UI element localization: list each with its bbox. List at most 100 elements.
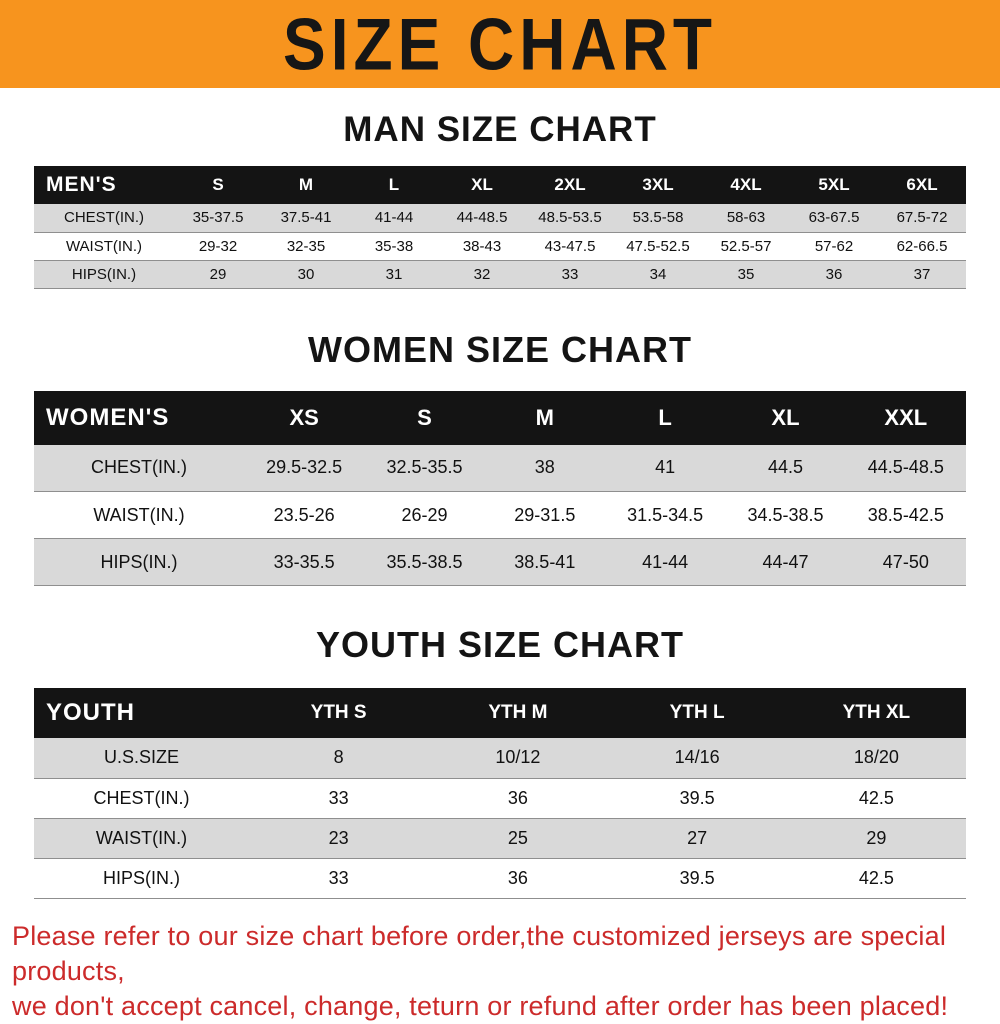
page-title: SIZE CHART	[283, 2, 717, 86]
women-section-heading: WOMEN SIZE CHART	[308, 328, 692, 370]
measurement-cell: 63-67.5	[808, 209, 860, 227]
measurement-cell: 35-37.5	[192, 209, 244, 227]
measurement-cell: 42.5	[858, 787, 894, 808]
measurement-cell: 31	[385, 265, 403, 283]
measurement-cell: 44.5	[767, 457, 803, 478]
measurement-cell: 33-35.5	[273, 551, 335, 572]
measurement-cell: 39.5	[679, 867, 715, 888]
measurement-cell: 36	[507, 867, 528, 888]
footer-line-2: we don't accept cancel, change, teturn o…	[12, 990, 949, 1021]
measurement-cell: 41-44	[642, 551, 689, 572]
size-column-header: S	[364, 390, 485, 445]
size-column-header: XL	[725, 390, 846, 445]
table-title-cell: YOUTH	[34, 688, 249, 738]
table-header-row: YOUTH YTH S YTH M YTH L YTH XL	[34, 688, 966, 738]
measurement-cell: 8	[333, 747, 344, 768]
measurement-cell: 38.5-41	[514, 551, 576, 572]
measurement-cell: 32	[473, 265, 491, 283]
footer-line-1: Please refer to our size chart before or…	[12, 920, 947, 986]
youth-size-table: YOUTH YTH S YTH M YTH L YTH XL U.S.SIZE 8 10/12…	[34, 688, 966, 899]
row-label-cell: U.S.SIZE	[103, 747, 179, 768]
measurement-cell: 52.5-57	[720, 237, 772, 255]
measurement-cell: 29.5-32.5	[266, 457, 343, 478]
measurement-cell: 43-47.5	[544, 237, 596, 255]
measurement-cell: 30	[297, 265, 315, 283]
measurement-cell: 35	[737, 265, 755, 283]
row-label-cell: WAIST(IN.)	[95, 827, 188, 848]
table-row: WAIST(IN.) 29-32 32-35 35-38 38-43 43-47.5 47.…	[34, 232, 966, 260]
row-label-cell: WAIST(IN.)	[65, 237, 143, 255]
measurement-cell: 38	[534, 457, 555, 478]
men-size-section: MAN SIZE CHART MEN'S S M L XL 2XL 3XL 4XL 5XL 6XL…	[0, 110, 1000, 289]
measurement-cell: 41	[655, 457, 676, 478]
youth-size-section: YOUTH SIZE CHART YOUTH YTH S YTH M YTH L YTH…	[0, 624, 1000, 899]
row-label-cell: HIPS(IN.)	[100, 551, 178, 572]
size-column-header: XXL	[845, 390, 966, 445]
measurement-cell: 58-63	[726, 209, 766, 227]
table-row: HIPS(IN.) 33 36 39.5 42.5	[34, 858, 966, 898]
size-column-header: L	[604, 390, 726, 445]
measurement-cell: 23.5-26	[273, 504, 335, 525]
row-label-cell: WAIST(IN.)	[93, 504, 185, 525]
table-row: HIPS(IN.) 33-35.5 35.5-38.5 38.5-41 41-44 44-…	[34, 538, 966, 586]
measurement-cell: 44.5-48.5	[867, 457, 944, 478]
title-banner: SIZE CHART	[0, 0, 1000, 88]
size-column-header: 5XL	[790, 166, 878, 204]
measurement-cell: 34.5-38.5	[747, 504, 824, 525]
size-column-header: XS	[244, 390, 365, 445]
size-column-header: 4XL	[702, 166, 790, 204]
measurement-cell: 29-31.5	[514, 504, 576, 525]
size-column-header: M	[484, 390, 605, 445]
measurement-cell: 18/20	[853, 747, 899, 768]
size-column-header: XL	[438, 166, 526, 204]
measurement-cell: 10/12	[495, 747, 541, 768]
measurement-cell: 36	[825, 265, 843, 283]
measurement-cell: 25	[507, 827, 528, 848]
measurement-cell: 33	[328, 787, 349, 808]
measurement-cell: 47.5-52.5	[626, 237, 690, 255]
size-column-header: L	[350, 166, 438, 204]
table-row: CHEST(IN.) 35-37.5 37.5-41 41-44 44-48.5 48.5…	[34, 204, 966, 232]
measurement-cell: 27	[687, 827, 708, 848]
table-row: CHEST(IN.) 33 36 39.5 42.5	[34, 778, 966, 818]
size-column-header: YTH L	[607, 688, 787, 738]
measurement-cell: 37	[913, 265, 931, 283]
youth-section-heading: YOUTH SIZE CHART	[315, 624, 684, 665]
size-column-header: 3XL	[614, 166, 702, 204]
measurement-cell: 44-48.5	[456, 209, 508, 227]
measurement-cell: 35.5-38.5	[386, 551, 463, 572]
row-label-cell: HIPS(IN.)	[71, 265, 137, 283]
measurement-cell: 57-62	[814, 237, 854, 255]
measurement-cell: 44-47	[762, 551, 809, 572]
size-column-header: S	[174, 166, 262, 204]
measurement-cell: 36	[507, 787, 528, 808]
measurement-cell: 26-29	[401, 504, 448, 525]
measurement-cell: 33	[328, 867, 349, 888]
measurement-cell: 48.5-53.5	[538, 209, 602, 227]
table-row: CHEST(IN.) 29.5-32.5 32.5-35.5 38 41 44.5 44.5…	[34, 444, 966, 492]
measurement-cell: 33	[561, 265, 579, 283]
measurement-cell: 23	[328, 827, 349, 848]
size-column-header: 2XL	[526, 166, 614, 204]
measurement-cell: 67.5-72	[896, 209, 948, 227]
measurement-cell: 42.5	[858, 867, 894, 888]
table-title-cell: WOMEN'S	[34, 390, 244, 445]
measurement-cell: 29	[866, 827, 887, 848]
table-row: HIPS(IN.) 29 30 31 32 33 34 35 36 37	[34, 260, 966, 288]
measurement-cell: 29	[209, 265, 227, 283]
measurement-cell: 53.5-58	[632, 209, 684, 227]
measurement-cell: 14/16	[674, 747, 720, 768]
measurement-cell: 37.5-41	[280, 209, 332, 227]
measurement-cell: 32.5-35.5	[386, 457, 463, 478]
measurement-cell: 31.5-34.5	[627, 504, 704, 525]
measurement-cell: 35-38	[374, 237, 414, 255]
size-column-header: YTH M	[428, 688, 608, 738]
footer-note: Please refer to our size chart before or…	[12, 919, 988, 1024]
measurement-cell: 29-32	[198, 237, 238, 255]
row-label-cell: CHEST(IN.)	[91, 457, 187, 478]
table-row: WAIST(IN.) 23.5-26 26-29 29-31.5 31.5-34.5 34…	[34, 492, 966, 539]
measurement-cell: 38.5-42.5	[867, 504, 944, 525]
measurement-cell: 41-44	[374, 209, 414, 227]
measurement-cell: 62-66.5	[896, 237, 948, 255]
